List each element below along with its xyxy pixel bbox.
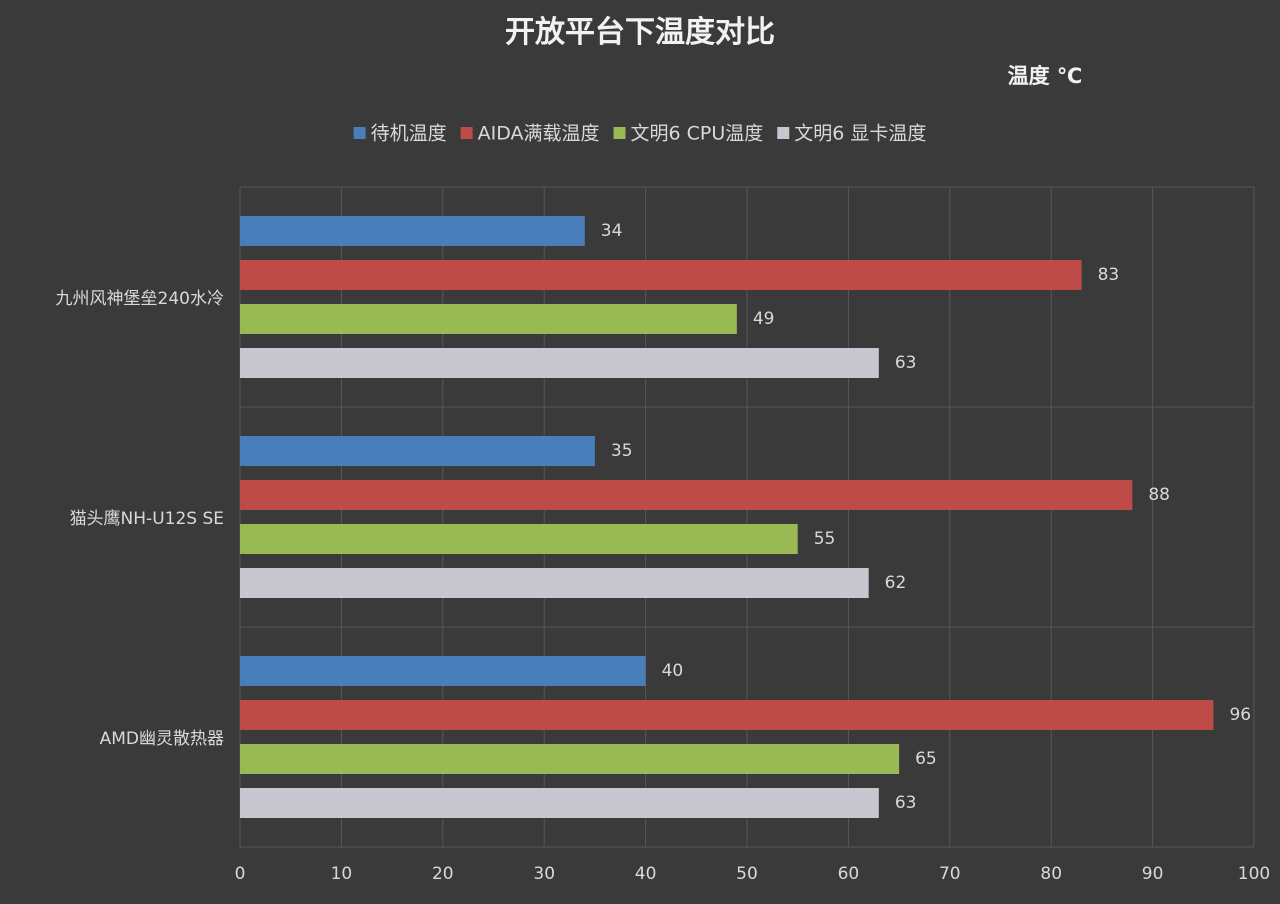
bar: [240, 348, 879, 378]
x-tick-label: 30: [533, 864, 555, 884]
bar: [240, 216, 585, 246]
data-label: 96: [1229, 705, 1251, 725]
bar: [240, 480, 1133, 510]
x-tick-label: 50: [736, 864, 758, 884]
chart-title: 开放平台下温度对比: [505, 15, 775, 50]
bar: [240, 568, 869, 598]
x-tick-label: 0: [235, 864, 246, 884]
x-tick-label: 40: [635, 864, 657, 884]
data-label: 63: [895, 353, 917, 373]
x-tick-label: 20: [432, 864, 454, 884]
legend-swatch: [777, 127, 790, 139]
legend-label: 文明6 显卡温度: [794, 123, 926, 145]
y-tick-label: 猫头鹰NH-U12S SE: [70, 509, 224, 529]
bar: [240, 744, 900, 774]
x-tick-label: 60: [838, 864, 860, 884]
bar: [240, 304, 737, 334]
legend-label: AIDA满载温度: [478, 123, 600, 145]
data-label: 62: [885, 573, 907, 593]
bar: [240, 436, 595, 466]
legend-swatch: [613, 127, 626, 139]
data-label: 83: [1098, 265, 1120, 285]
bar: [240, 524, 798, 554]
data-label: 63: [895, 793, 917, 813]
x-tick-label: 80: [1040, 864, 1062, 884]
bar: [240, 700, 1214, 730]
unit-annotation: 温度 ℃: [1008, 64, 1083, 88]
bar: [240, 788, 879, 818]
legend-label: 待机温度: [371, 123, 447, 145]
x-tick-label: 90: [1142, 864, 1164, 884]
data-label: 65: [915, 749, 937, 769]
data-label: 40: [662, 661, 684, 681]
x-tick-label: 10: [331, 864, 353, 884]
data-label: 49: [753, 309, 775, 329]
y-tick-label: AMD幽灵散热器: [100, 729, 224, 749]
bar: [240, 656, 646, 686]
x-tick-label: 100: [1238, 864, 1270, 884]
legend-label: 文明6 CPU温度: [631, 123, 764, 145]
legend: 待机温度 AIDA满载温度 文明6 CPU温度 文明6 显卡温度: [353, 123, 926, 145]
legend-swatch: [353, 127, 366, 139]
bar: [240, 260, 1082, 290]
legend-swatch: [460, 127, 473, 139]
data-label: 88: [1148, 485, 1170, 505]
y-tick-label: 九州风神堡垒240水冷: [56, 289, 224, 309]
data-label: 35: [611, 441, 633, 461]
data-label: 34: [601, 221, 623, 241]
data-label: 55: [814, 529, 836, 549]
x-tick-label: 70: [939, 864, 961, 884]
